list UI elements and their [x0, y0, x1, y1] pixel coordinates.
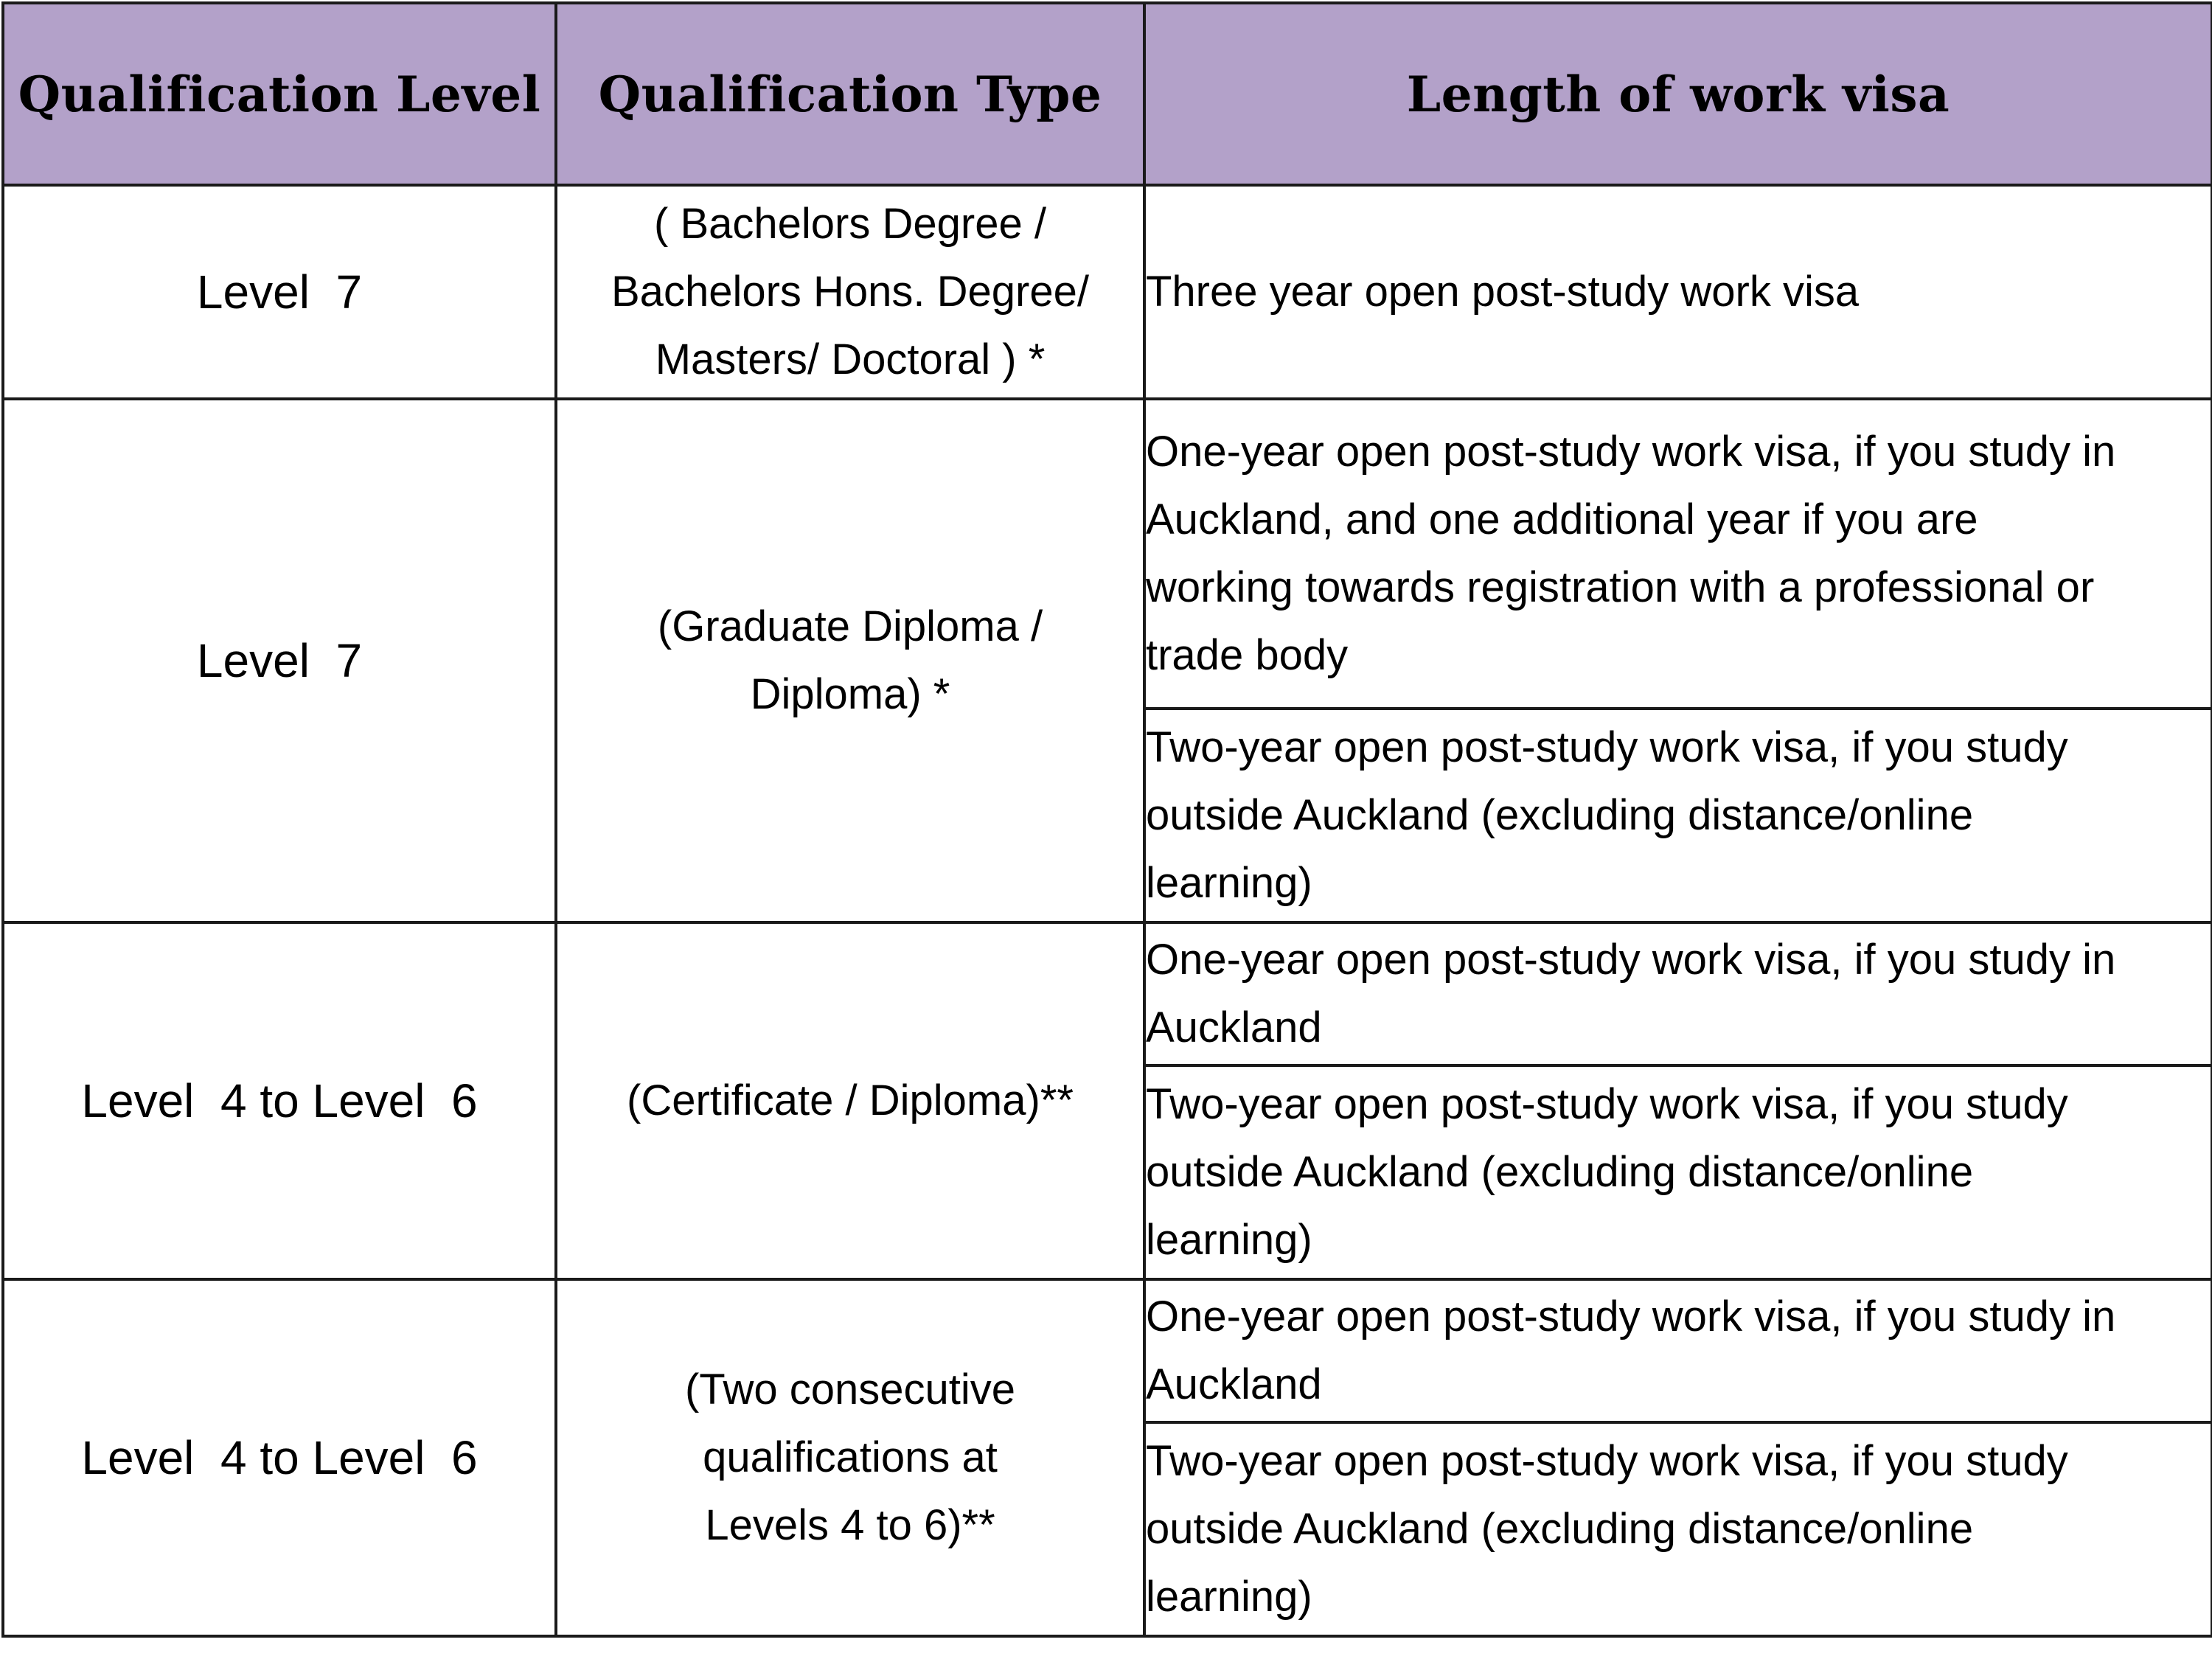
qualification-type-cell: ( Bachelors Degree / Bachelors Hons. Deg…: [554, 184, 1146, 400]
work-visa-length-cell: Two-year open post-study work visa, if y…: [1143, 1421, 2212, 1638]
work-visa-length-cell: One-year open post-study work visa, if y…: [1143, 1278, 2212, 1424]
qualification-type-line: Levels 4 to 6)**: [705, 1501, 995, 1549]
work-visa-length-line: Auckland: [1146, 1004, 1322, 1051]
work-visa-length-cell: One-year open post-study work visa, if y…: [1143, 921, 2212, 1067]
table-row: Level 7 (Graduate Diploma / Diploma) * O…: [1, 397, 2212, 924]
qualification-type-line: (Two consecutive: [684, 1366, 1016, 1413]
header-qualification-type: Qualification Type: [554, 1, 1146, 187]
work-visa-length-line: One-year open post-study work visa, if y…: [1146, 1293, 2116, 1340]
work-visa-length-line: learning): [1146, 1216, 1312, 1264]
work-visa-length-line: learning): [1146, 859, 1312, 907]
qualification-type-line: (Graduate Diploma /: [657, 602, 1043, 650]
qualification-type-cell: (Two consecutive qualifications at Level…: [554, 1278, 1146, 1638]
work-visa-length-cell: Two-year open post-study work visa, if y…: [1143, 707, 2212, 924]
qualification-level-cell: Level 7: [1, 184, 557, 400]
header-qualification-level: Qualification Level: [1, 1, 557, 187]
work-visa-length-line: working towards registration with a prof…: [1146, 563, 2095, 611]
work-visa-length-cell: Three year open post-study work visa: [1143, 184, 2212, 400]
qualification-type-line: Bachelors Hons. Degree/: [611, 268, 1089, 316]
work-visa-length-line: Two-year open post-study work visa, if y…: [1146, 723, 2068, 771]
work-visa-length-cell: One-year open post-study work visa, if y…: [1143, 397, 2212, 710]
table-row: Two-year open post-study work visa, if y…: [3, 1064, 2212, 1281]
work-visa-length-line: learning): [1146, 1573, 1312, 1621]
work-visa-length-line: One-year open post-study work visa, if y…: [1146, 936, 2116, 984]
work-visa-length-line: Auckland: [1146, 1360, 1322, 1408]
work-visa-length-line: outside Auckland (excluding distance/onl…: [1146, 1148, 1974, 1196]
table-header-row: Qualification Level Qualification Type L…: [1, 1, 2212, 187]
header-length-of-work-visa: Length of work visa: [1143, 1, 2212, 187]
work-visa-length-line: One-year open post-study work visa, if y…: [1146, 428, 2116, 476]
work-visa-length-line: outside Auckland (excluding distance/onl…: [1146, 1505, 1974, 1553]
work-visa-length-line: Two-year open post-study work visa, if y…: [1146, 1080, 2068, 1128]
qualification-type-line: Masters/ Doctoral ) *: [655, 335, 1046, 383]
qualification-level-cell: Level 4 to Level 6: [1, 921, 557, 1281]
qualification-type-line: Diploma) *: [750, 670, 950, 718]
qualification-type-line: (Certificate / Diploma)**: [627, 1077, 1074, 1124]
table-row: Two-year open post-study work visa, if y…: [3, 1421, 2212, 1638]
qualification-type-line: ( Bachelors Degree /: [654, 200, 1046, 248]
qualification-type-cell: (Graduate Diploma / Diploma) *: [554, 397, 1146, 924]
work-visa-length-line: Three year open post-study work visa: [1146, 268, 1860, 316]
table-row: Two-year open post-study work visa, if y…: [3, 707, 2212, 924]
qualification-level-cell: Level 4 to Level 6: [1, 1278, 557, 1638]
qualification-type-cell: (Certificate / Diploma)**: [554, 921, 1146, 1281]
work-visa-length-line: Two-year open post-study work visa, if y…: [1146, 1437, 2068, 1485]
work-visa-length-line: trade body: [1146, 631, 1349, 679]
work-visa-length-cell: Two-year open post-study work visa, if y…: [1143, 1064, 2212, 1281]
qualification-level-cell: Level 7: [1, 397, 557, 924]
work-visa-length-line: Auckland, and one additional year if you…: [1146, 495, 1978, 543]
table-row: Level 4 to Level 6 (Certificate / Diplom…: [1, 921, 2212, 1281]
table-row: Level 7 ( Bachelors Degree / Bachelors H…: [1, 184, 2212, 400]
table-row: Level 4 to Level 6 (Two consecutive qual…: [1, 1278, 2212, 1638]
qualification-type-line: qualifications at: [703, 1433, 998, 1481]
work-visa-length-line: outside Auckland (excluding distance/onl…: [1146, 791, 1974, 839]
